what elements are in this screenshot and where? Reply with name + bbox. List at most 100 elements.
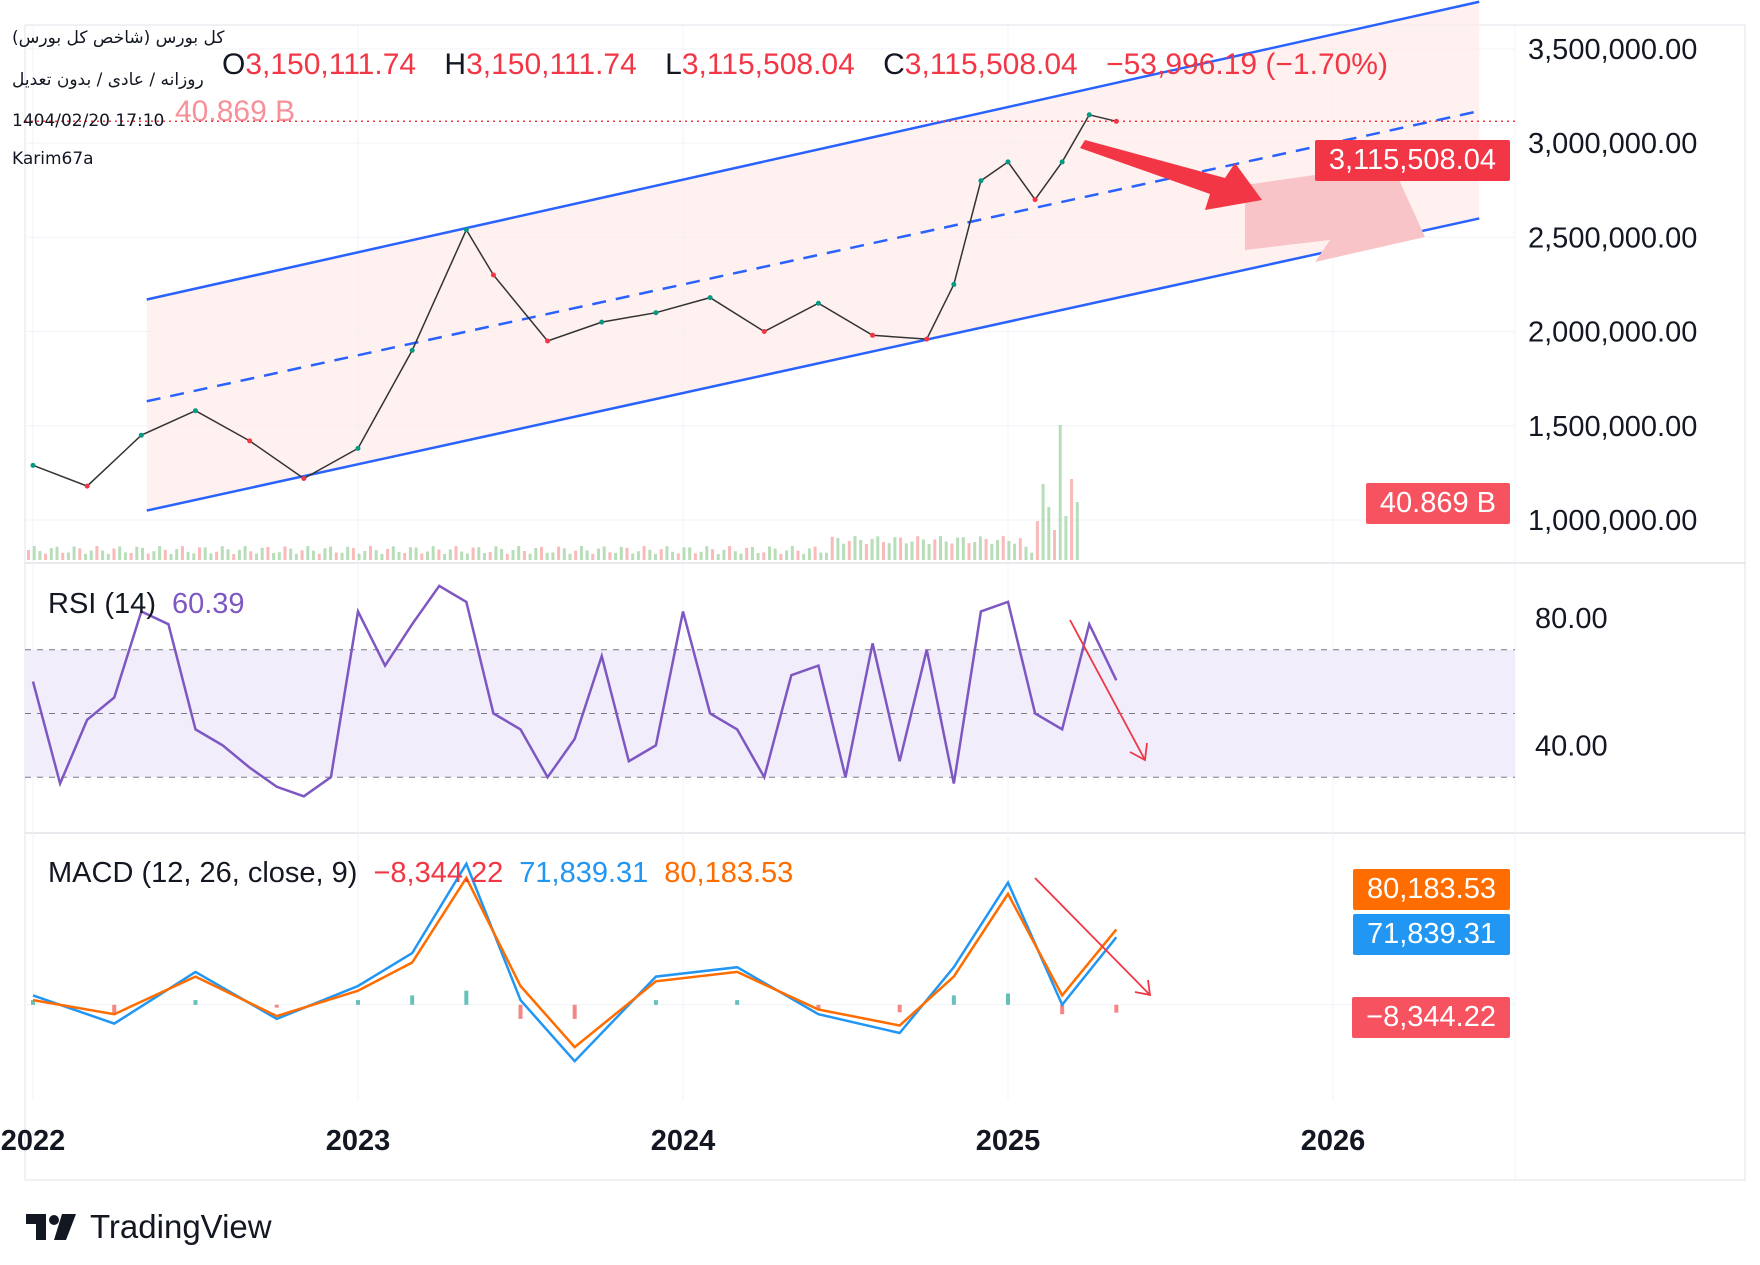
volume-bar — [283, 546, 287, 560]
volume-bar — [893, 537, 897, 560]
volume-bar — [916, 536, 920, 560]
macd-histogram-bar — [464, 990, 469, 1005]
volume-bar — [551, 552, 555, 560]
volume-bar — [665, 546, 669, 560]
volume-bar — [842, 543, 846, 560]
volume-bar — [232, 553, 236, 560]
volume-bar — [522, 550, 526, 560]
time-tick-label: 2024 — [651, 1125, 716, 1157]
volume-bar — [671, 551, 675, 560]
volume-bar — [249, 551, 253, 560]
volume-bar — [1041, 484, 1045, 560]
macd-histogram-bar — [897, 1004, 902, 1013]
price-point — [951, 281, 957, 287]
time-tick-label: 2023 — [326, 1125, 391, 1157]
price-point — [599, 319, 605, 325]
volume-bar — [614, 552, 618, 560]
macd-histogram-bar — [1114, 1004, 1119, 1013]
price-point — [490, 272, 496, 278]
volume-bar — [55, 546, 59, 560]
change-value: −53,996.19 (−1.70%) — [1106, 48, 1388, 81]
symbol-title: کل بورس (شاخص کل بورس) — [12, 28, 225, 48]
volume-bar — [1007, 540, 1011, 560]
price-tick-label: 3,000,000.00 — [1528, 128, 1697, 160]
volume-bar — [198, 547, 201, 560]
volume-bar — [745, 547, 749, 560]
macd-signal-value: 80,183.53 — [664, 857, 794, 889]
price-point — [653, 310, 659, 316]
volume-bar — [380, 553, 384, 560]
volume-bar — [237, 549, 241, 560]
volume-bar — [813, 546, 817, 560]
volume-bar — [78, 548, 82, 560]
macd-histogram-bar — [356, 1000, 360, 1005]
volume-bar — [534, 548, 538, 560]
close-value: 3,115,508.04 — [904, 48, 1078, 81]
rsi-legend: RSI (14) 60.39 — [48, 588, 245, 621]
volume-bar — [773, 548, 777, 560]
volume-bar — [49, 548, 53, 560]
volume-bar — [591, 553, 595, 560]
price-point — [1059, 159, 1065, 165]
volume-bar — [27, 550, 30, 560]
volume-bar — [443, 553, 447, 560]
volume-bar — [636, 551, 640, 560]
volume-bar — [699, 551, 703, 560]
volume-bar — [978, 536, 982, 560]
volume-bar — [648, 549, 652, 560]
volume-bar — [84, 553, 87, 560]
interval-line: روزانه / عادی / بدون تعدیل — [12, 70, 204, 90]
price-tick-label: 1,000,000.00 — [1528, 505, 1697, 537]
volume-bar — [334, 552, 338, 560]
volume-bar — [933, 539, 937, 560]
volume-bar — [1035, 521, 1039, 560]
time-tick-label: 2025 — [976, 1125, 1041, 1157]
volume-bar — [426, 551, 429, 560]
chart-frame — [24, 24, 1746, 1181]
tradingview-logo-icon — [26, 1214, 76, 1240]
volume-bar — [1075, 502, 1079, 560]
volume-bar — [1058, 425, 1062, 560]
price-axis[interactable]: 1,000,000.00 1,500,000.00 2,000,000.00 2,50… — [1528, 34, 1697, 537]
macd-histogram-bar — [735, 1000, 740, 1005]
volume-bar — [215, 551, 219, 560]
price-point — [355, 445, 361, 451]
volume-bar — [676, 553, 680, 560]
macd-histogram-bar — [274, 1004, 279, 1008]
volume-bar — [38, 551, 42, 560]
macd-histogram-bar — [518, 1004, 523, 1019]
volume-bar — [807, 548, 811, 560]
volume-bar — [768, 546, 771, 560]
macd-legend: MACD (12, 26, close, 9) −8,344.22 71,839.3… — [48, 857, 793, 890]
volume-bar — [163, 549, 167, 560]
rsi-axis[interactable]: 40.00 80.00 — [1535, 603, 1608, 763]
volume-bar — [739, 553, 743, 560]
volume-bar — [289, 548, 293, 560]
volume-bar — [602, 546, 606, 560]
volume-bar — [944, 541, 948, 560]
volume-bar — [950, 543, 954, 560]
volume-bar — [608, 552, 612, 560]
volume-bar — [374, 550, 378, 560]
volume-bar — [1013, 543, 1017, 560]
volume-bar — [363, 550, 367, 560]
volume-bar — [545, 552, 549, 560]
price-point — [193, 408, 198, 414]
time-axis[interactable]: 2022 2023 2024 2025 2026 — [1, 1125, 1366, 1157]
volume-bar — [141, 547, 144, 560]
price-point — [815, 300, 821, 306]
volume-bar — [1047, 507, 1051, 560]
volume-bar — [255, 553, 258, 560]
volume-bar — [72, 546, 76, 560]
price-series — [30, 112, 1119, 489]
volume-bar — [540, 546, 543, 560]
price-point — [870, 332, 876, 338]
volume-bar — [471, 547, 475, 560]
volume-bar — [483, 553, 486, 560]
volume-bar — [887, 543, 891, 560]
rsi-tick-label: 40.00 — [1535, 730, 1608, 762]
volume-bar — [32, 546, 36, 560]
tradingview-logo[interactable]: TradingView — [26, 1208, 272, 1246]
volume-bar — [431, 546, 435, 560]
